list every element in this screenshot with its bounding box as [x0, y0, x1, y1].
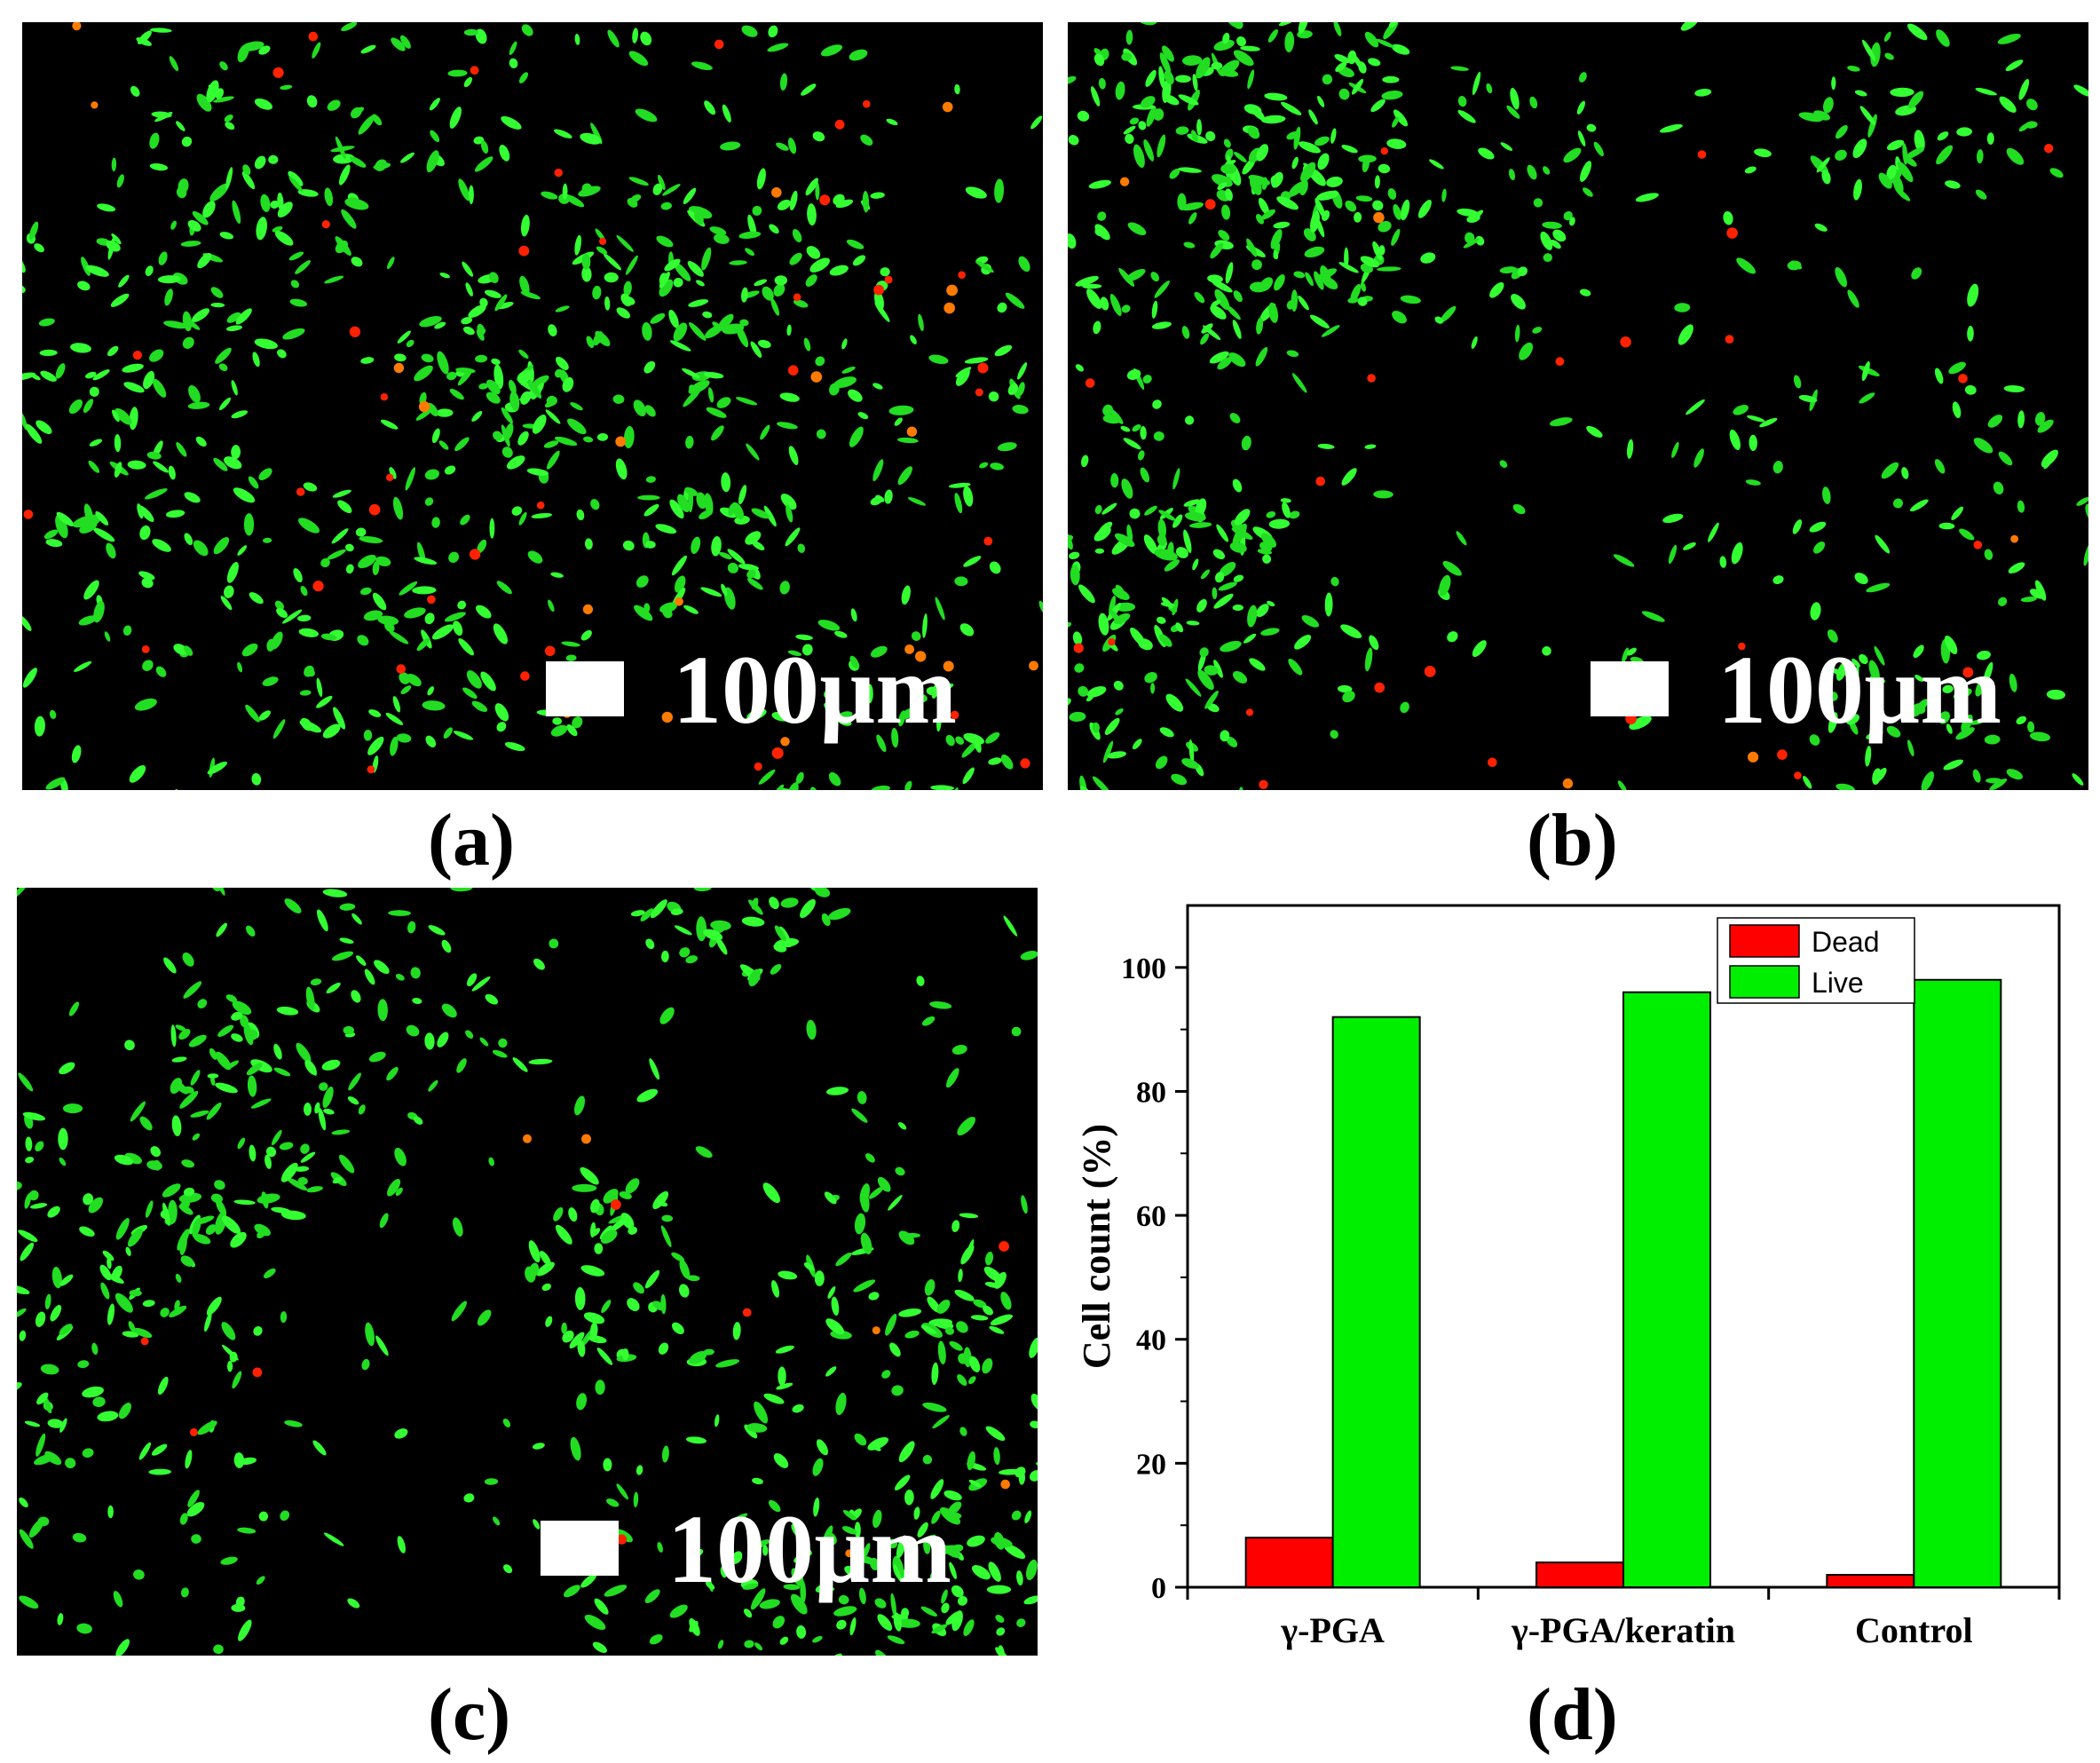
dead-cells	[1073, 144, 2054, 789]
bar-dead	[1826, 1574, 1915, 1589]
bar-live	[1913, 978, 2002, 1589]
panel-label-c: (c)	[428, 1673, 511, 1756]
y-tick-label: 40	[1136, 1324, 1166, 1357]
x-tick-label: γ-PGA/keratin	[1511, 1610, 1735, 1650]
live-cells	[22, 22, 1043, 790]
micrograph-c	[17, 888, 1038, 1656]
y-tick-label: 20	[1136, 1448, 1166, 1481]
y-tick-label: 80	[1136, 1076, 1166, 1109]
panel-label-a: (a)	[428, 799, 515, 882]
dead-cells	[140, 1134, 1010, 1558]
panel-label-d: (d)	[1527, 1673, 1618, 1756]
bar-live	[1331, 1016, 1421, 1588]
scale-label-c: 100µm	[667, 1495, 952, 1603]
legend-label-dead: Dead	[1812, 926, 1880, 958]
x-tick-label: Control	[1855, 1610, 1973, 1650]
scale-bar-b	[1591, 661, 1669, 716]
scale-label-b: 100µm	[1717, 636, 2002, 744]
bar-live	[1622, 991, 1711, 1588]
y-axis-label: Cell count (%)	[1075, 1124, 1118, 1369]
dead-cells	[23, 22, 1038, 774]
micrograph-a-cells	[22, 22, 1043, 790]
y-tick-label: 100	[1121, 953, 1166, 985]
micrograph-a	[22, 22, 1043, 790]
x-tick-label: γ-PGA	[1280, 1610, 1385, 1650]
live-cells	[17, 888, 1038, 1656]
micrograph-c-cells	[17, 888, 1038, 1656]
y-tick-label: 60	[1136, 1200, 1166, 1233]
micrograph-b	[1068, 22, 2088, 790]
live-cells	[1068, 22, 2088, 790]
scale-label-a: 100µm	[673, 636, 958, 744]
legend-swatch-dead	[1729, 924, 1800, 958]
scale-bar-a	[546, 661, 624, 716]
panel-label-b: (b)	[1527, 799, 1618, 882]
legend-swatch-live	[1729, 965, 1800, 999]
y-tick-label: 0	[1151, 1572, 1166, 1605]
legend: Dead Live	[1717, 917, 1915, 1004]
bar-dead	[1244, 1537, 1334, 1588]
legend-label-live: Live	[1812, 967, 1864, 999]
bar-dead	[1536, 1561, 1624, 1589]
micrograph-b-cells	[1068, 22, 2088, 790]
scale-bar-c	[541, 1521, 619, 1576]
cell-count-bar-chart: 0 20 40 60 80 100 Cell count (%) γ-PGA γ-PGA/ker…	[1075, 904, 2061, 1650]
